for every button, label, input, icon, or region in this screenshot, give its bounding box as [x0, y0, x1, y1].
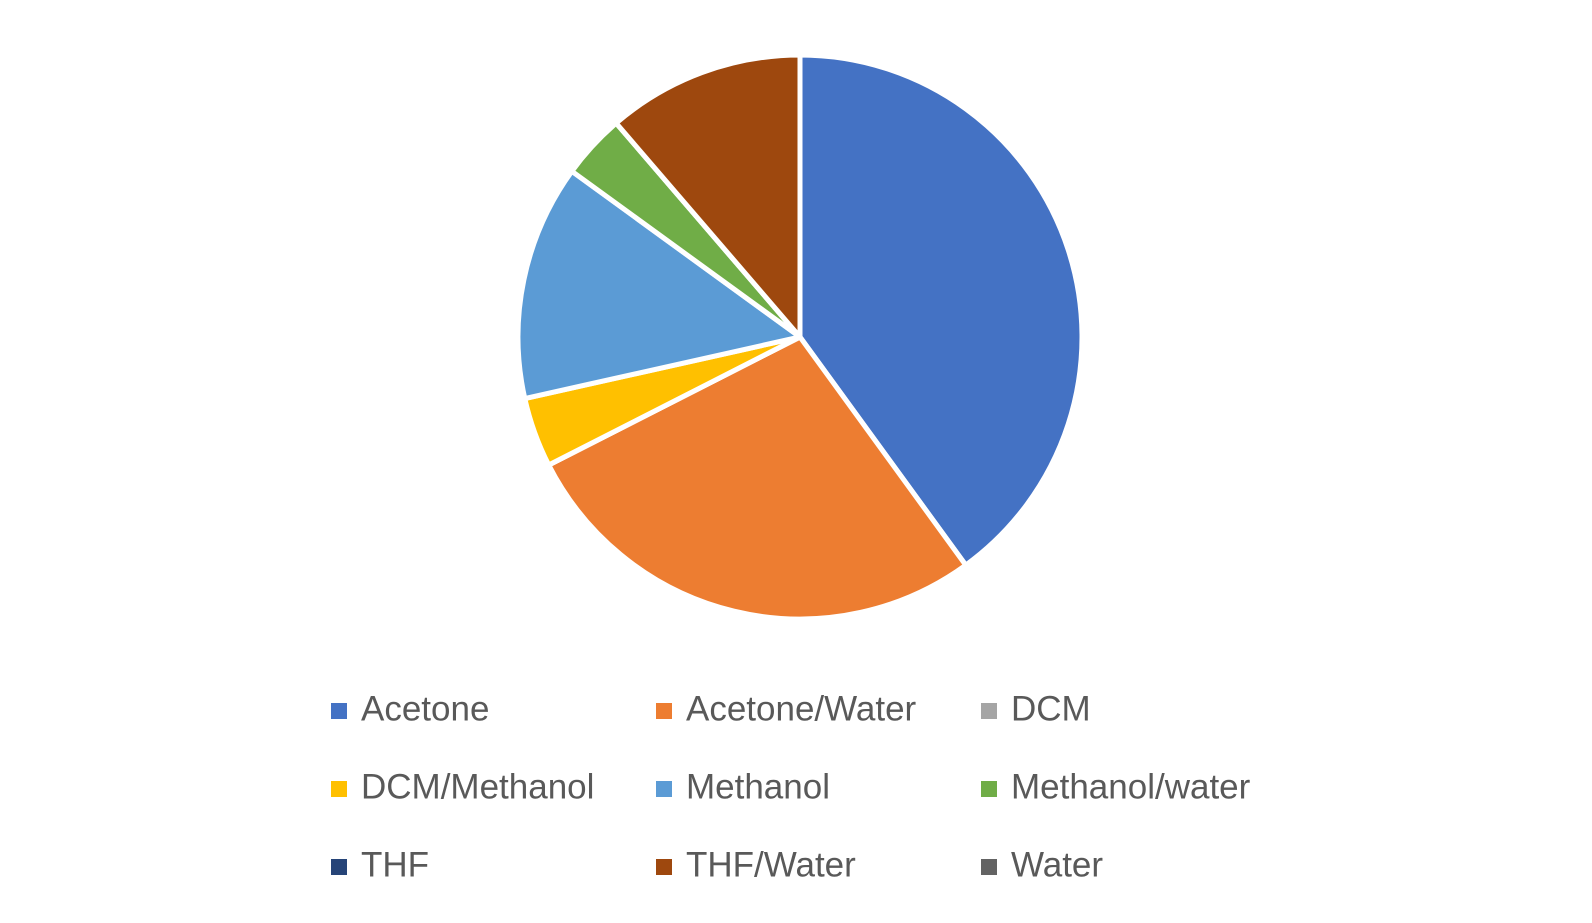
legend-marker [331, 781, 347, 797]
legend-label: Methanol/water [1011, 767, 1251, 806]
legend-marker [656, 781, 672, 797]
pie-slice [546, 334, 969, 622]
legend-label: Water [1011, 845, 1103, 884]
pie-slice [797, 52, 1085, 568]
pie-slice [613, 52, 803, 340]
legend-label: THF [361, 845, 429, 884]
legend-label: Acetone [361, 689, 489, 728]
pie-slice [515, 168, 803, 402]
legend-marker [981, 703, 997, 719]
legend-marker [331, 703, 347, 719]
legend-marker [656, 859, 672, 875]
legend-marker [656, 703, 672, 719]
legend-label: Methanol [686, 767, 830, 806]
legend-label: DCM/Methanol [361, 767, 594, 806]
legend-label: DCM [1011, 689, 1091, 728]
legend-marker [981, 781, 997, 797]
legend-label: THF/Water [686, 845, 856, 884]
legend-marker [331, 859, 347, 875]
legend-marker [981, 859, 997, 875]
legend-label: Acetone/Water [686, 689, 917, 728]
